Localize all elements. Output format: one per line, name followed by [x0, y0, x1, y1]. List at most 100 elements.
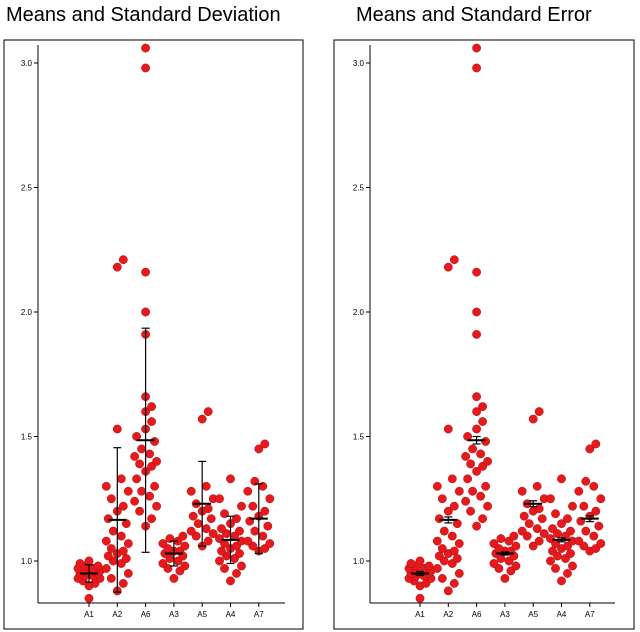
data-point [489, 539, 499, 548]
group-A3 [489, 531, 521, 583]
group-A4 [546, 474, 577, 586]
data-point [106, 494, 116, 504]
data-point [574, 536, 584, 546]
data-point [112, 262, 122, 272]
data-point [432, 536, 442, 546]
data-point [551, 564, 560, 573]
data-point [472, 392, 481, 402]
x-tick-label: A6 [141, 610, 151, 619]
data-point [489, 559, 499, 568]
data-point [534, 504, 544, 514]
data-point [496, 534, 506, 543]
data-point [206, 514, 216, 524]
chart-title-se: Means and Standard Error [356, 4, 592, 26]
data-point [509, 531, 519, 541]
data-point [254, 444, 264, 454]
x-tick-label: A4 [557, 610, 567, 619]
group-A6 [130, 43, 162, 553]
data-point [141, 63, 151, 73]
data-point [481, 437, 490, 446]
data-point [243, 536, 253, 546]
x-tick-label: A1 [415, 610, 425, 619]
y-tick-label: 3.0 [353, 59, 365, 68]
data-point [112, 424, 122, 434]
data-point [145, 491, 155, 501]
data-point [472, 466, 481, 476]
data-point [235, 526, 244, 536]
y-tick-label: 2.0 [21, 308, 33, 317]
data-point [532, 481, 542, 491]
data-point [415, 593, 425, 603]
data-point [566, 549, 575, 558]
data-point [557, 519, 566, 529]
data-point [534, 407, 544, 416]
data-point [123, 486, 133, 496]
data-point [548, 546, 557, 556]
data-point [461, 452, 470, 461]
data-point [478, 417, 487, 426]
data-point [432, 564, 442, 573]
data-point [574, 486, 584, 496]
data-point [563, 514, 572, 524]
group-A1 [404, 556, 436, 603]
data-point [152, 456, 162, 466]
data-point [534, 536, 544, 546]
group-A7 [574, 439, 606, 556]
data-point [178, 531, 188, 541]
data-point [108, 526, 118, 536]
data-point [258, 531, 268, 541]
y-tick-label: 3.0 [21, 59, 33, 68]
data-point [135, 506, 145, 516]
data-point [557, 576, 566, 586]
data-point [130, 496, 140, 506]
data-point [180, 561, 190, 571]
x-tick-label: A5 [197, 610, 207, 619]
data-point [147, 417, 157, 426]
data-point [215, 556, 224, 566]
data-point [443, 262, 453, 272]
data-point [84, 593, 94, 603]
data-point [524, 519, 534, 529]
data-point [116, 474, 126, 484]
y-tick-label: 2.0 [353, 308, 365, 317]
x-tick-label: A3 [169, 610, 179, 619]
data-point [406, 559, 416, 568]
data-point [468, 444, 477, 454]
data-point [130, 452, 140, 461]
x-tick-label: A6 [472, 610, 482, 619]
data-point [589, 531, 599, 541]
data-point [581, 526, 591, 536]
data-point [472, 307, 481, 317]
data-point [517, 486, 527, 496]
data-point [591, 439, 601, 449]
x-tick-label: A4 [226, 610, 236, 619]
data-point [511, 541, 521, 551]
panel-frame [333, 39, 635, 630]
data-point [186, 526, 196, 536]
data-point [118, 501, 128, 511]
y-tick-label: 1.0 [353, 557, 365, 566]
data-point [424, 561, 434, 571]
data-point [118, 546, 128, 556]
data-point [537, 514, 547, 524]
data-point [123, 539, 133, 548]
data-point [75, 559, 85, 568]
data-point [250, 526, 260, 536]
data-point [452, 554, 462, 563]
data-point [263, 521, 273, 531]
data-point [197, 414, 207, 424]
data-point [449, 255, 459, 265]
data-point [265, 494, 275, 504]
data-point [415, 556, 425, 566]
chart-title-sd: Means and Standard Deviation [6, 4, 281, 26]
group-A7 [243, 439, 275, 556]
data-point [201, 481, 211, 491]
data-point [591, 506, 601, 516]
data-point [145, 449, 155, 459]
group-A1 [73, 556, 105, 603]
data-point [121, 554, 131, 563]
data-point [217, 546, 226, 556]
data-point [437, 544, 447, 553]
data-point [132, 474, 142, 484]
data-point [215, 534, 224, 543]
